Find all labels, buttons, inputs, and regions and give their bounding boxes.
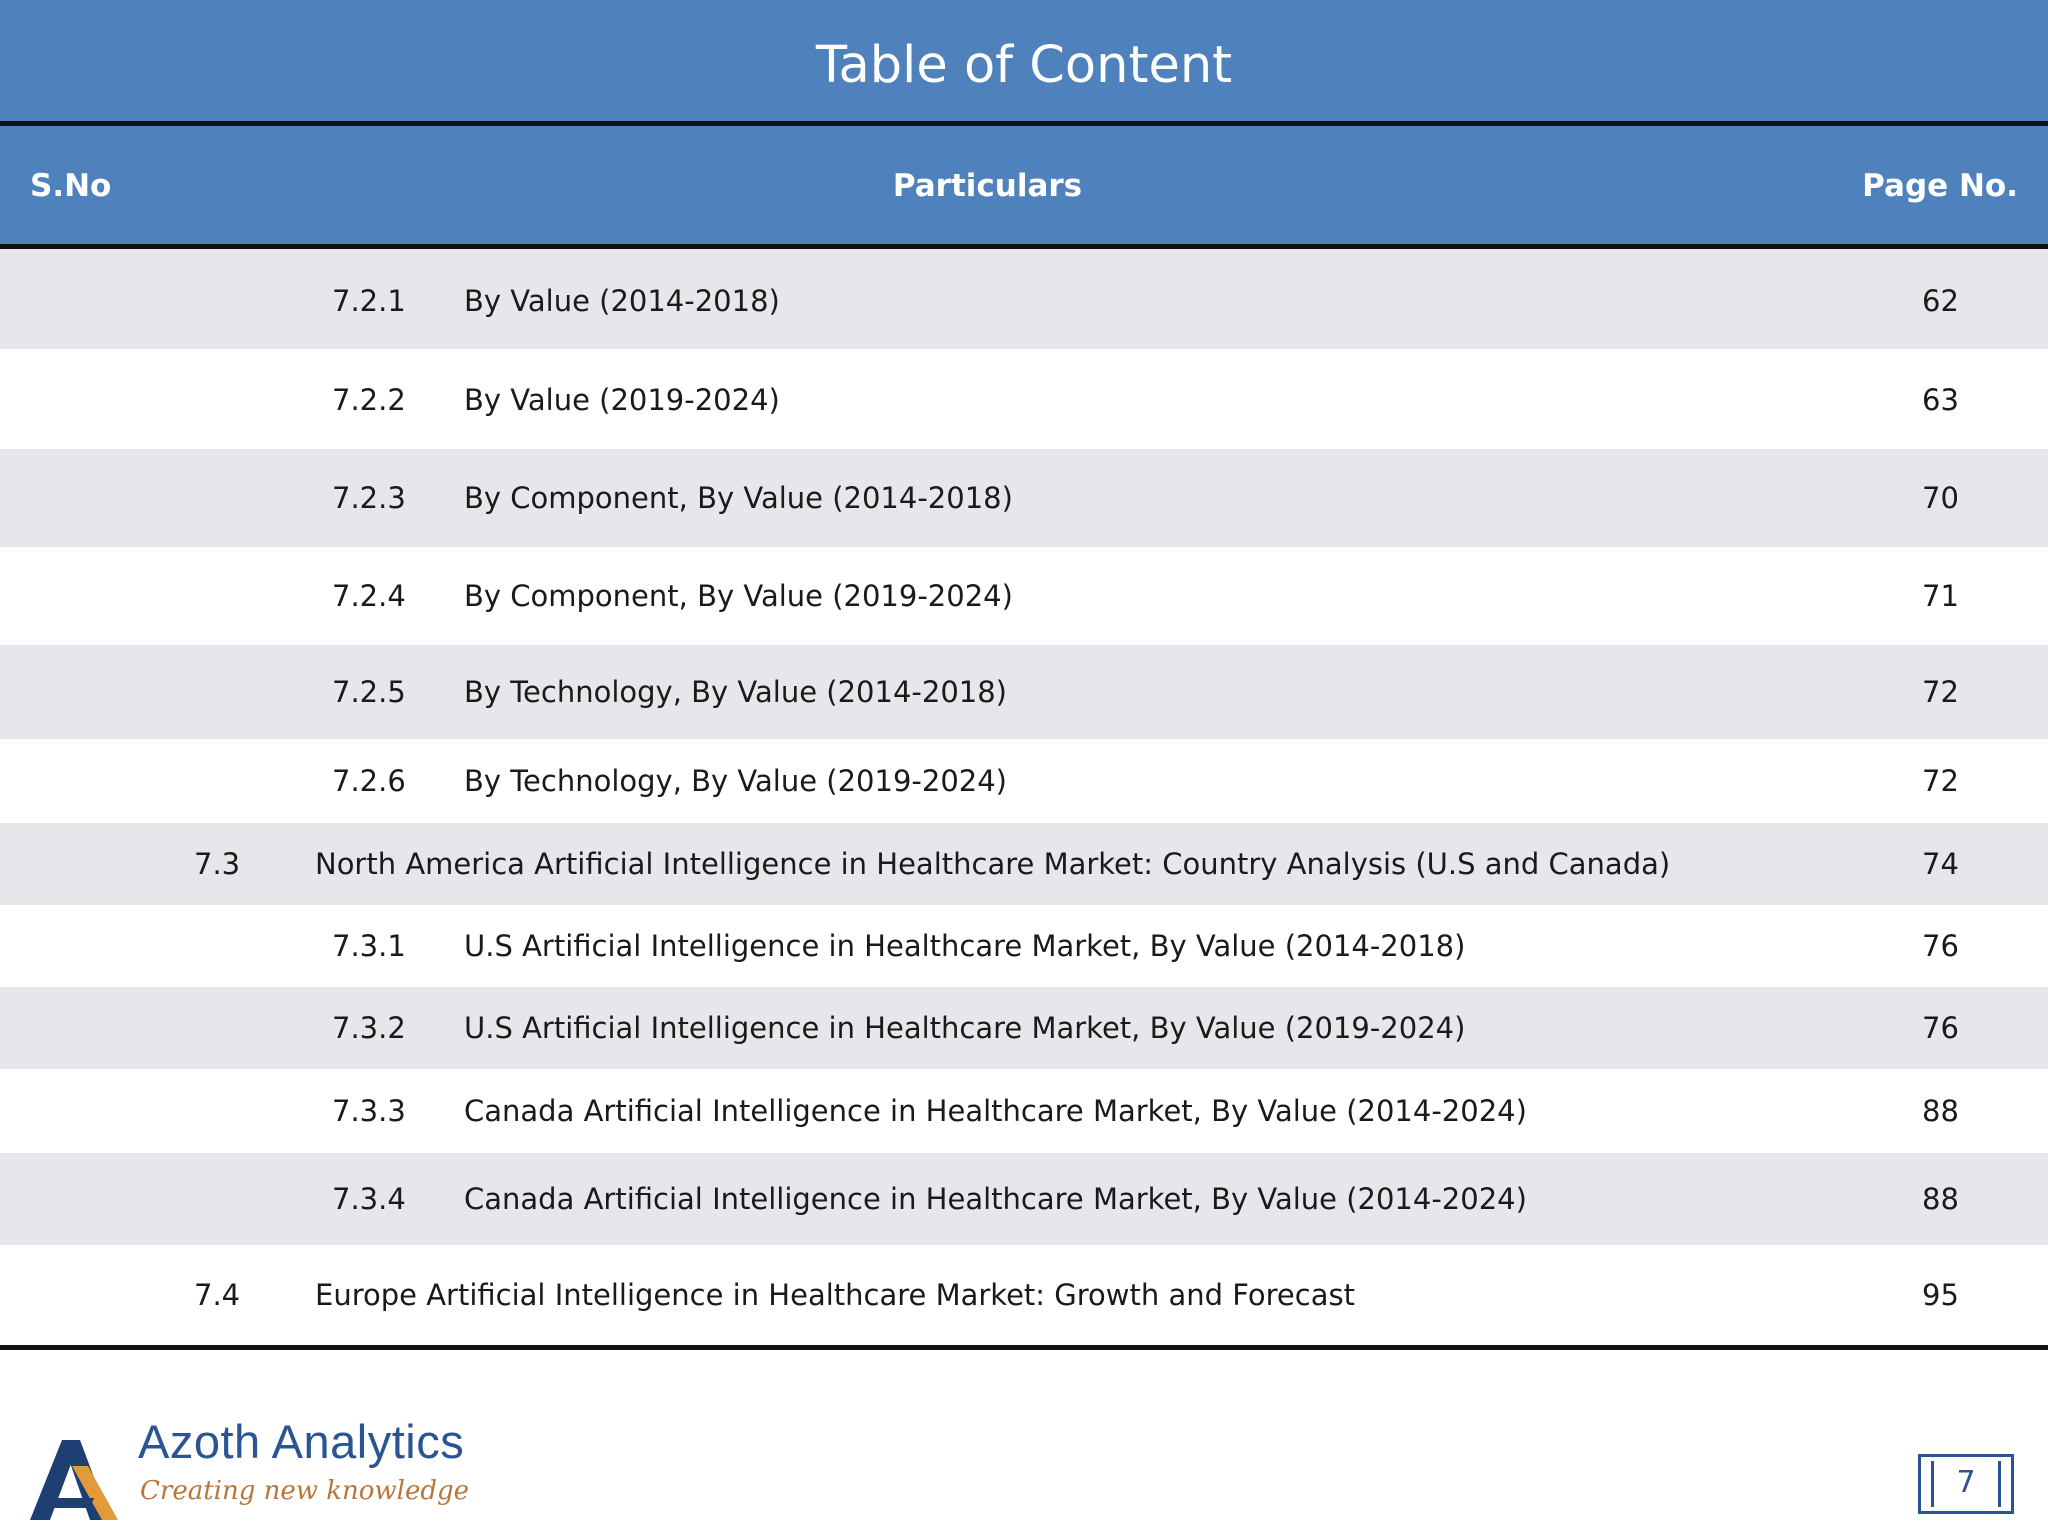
row-sno: 7.2.5 <box>332 675 406 709</box>
row-sno: 7.2.4 <box>332 579 406 613</box>
table-row: 7.2.3 By Component, By Value (2014-2018)… <box>0 449 2048 547</box>
table-row: 7.3.1 U.S Artificial Intelligence in Hea… <box>0 905 2048 987</box>
page-title: Table of Content <box>0 0 2048 121</box>
row-particulars: By Value (2019-2024) <box>464 383 780 417</box>
row-particulars: By Component, By Value (2014-2018) <box>464 481 1013 515</box>
row-page: 70 <box>1922 481 1959 515</box>
column-header-page: Page No. <box>1862 168 2018 204</box>
row-page: 88 <box>1922 1182 1959 1216</box>
table-row: 7.2.2 By Value (2019-2024) 63 <box>0 349 2048 449</box>
row-sno: 7.3 <box>194 847 241 881</box>
row-page: 71 <box>1922 579 1959 613</box>
row-sno: 7.2.3 <box>332 481 406 515</box>
row-particulars: Europe Artificial Intelligence in Health… <box>315 1278 1355 1312</box>
column-header-sno: S.No <box>30 168 112 204</box>
row-page: 88 <box>1922 1094 1959 1128</box>
table-row: 7.3 North America Artificial Intelligenc… <box>0 823 2048 905</box>
row-sno: 7.2.6 <box>332 764 406 798</box>
row-page: 95 <box>1922 1278 1959 1312</box>
row-particulars: U.S Artificial Intelligence in Healthcar… <box>464 929 1466 963</box>
row-sno: 7.3.2 <box>332 1011 406 1045</box>
page-number-badge: 7 <box>1918 1454 2014 1514</box>
row-sno: 7.3.3 <box>332 1094 406 1128</box>
row-page: 63 <box>1922 383 1959 417</box>
row-particulars: By Technology, By Value (2019-2024) <box>464 764 1007 798</box>
table-header: S.No Particulars Page No. <box>0 126 2048 244</box>
row-page: 72 <box>1922 764 1959 798</box>
row-page: 76 <box>1922 1011 1959 1045</box>
table-row: 7.3.2 U.S Artificial Intelligence in Hea… <box>0 987 2048 1069</box>
row-particulars: Canada Artificial Intelligence in Health… <box>464 1182 1527 1216</box>
table-row: 7.3.3 Canada Artificial Intelligence in … <box>0 1069 2048 1153</box>
row-particulars: By Value (2014-2018) <box>464 284 780 318</box>
table-row: 7.2.4 By Component, By Value (2019-2024)… <box>0 547 2048 645</box>
divider-top <box>0 121 2048 126</box>
row-particulars: By Component, By Value (2019-2024) <box>464 579 1013 613</box>
table-row: 7.2.1 By Value (2014-2018) 62 <box>0 249 2048 349</box>
brand-name: Azoth Analytics <box>138 1415 465 1468</box>
table-row: 7.4 Europe Artificial Intelligence in He… <box>0 1245 2048 1345</box>
company-logo: Azoth Analytics Creating new knowledge <box>28 1410 508 1520</box>
row-particulars: By Technology, By Value (2014-2018) <box>464 675 1007 709</box>
toc-table-body: 7.2.1 By Value (2014-2018) 62 7.2.2 By V… <box>0 249 2048 1345</box>
table-row: 7.3.4 Canada Artificial Intelligence in … <box>0 1153 2048 1245</box>
divider-bottom <box>0 1345 2048 1350</box>
row-sno: 7.2.2 <box>332 383 406 417</box>
table-row: 7.2.6 By Technology, By Value (2019-2024… <box>0 739 2048 823</box>
row-page: 72 <box>1922 675 1959 709</box>
row-sno: 7.2.1 <box>332 284 406 318</box>
table-row: 7.2.5 By Technology, By Value (2014-2018… <box>0 645 2048 739</box>
row-page: 74 <box>1922 847 1959 881</box>
row-page: 76 <box>1922 929 1959 963</box>
brand-tagline: Creating new knowledge <box>140 1476 470 1506</box>
row-particulars: North America Artificial Intelligence in… <box>315 847 1671 881</box>
row-particulars: U.S Artificial Intelligence in Healthcar… <box>464 1011 1466 1045</box>
row-page: 62 <box>1922 284 1959 318</box>
row-sno: 7.4 <box>194 1278 241 1312</box>
row-particulars: Canada Artificial Intelligence in Health… <box>464 1094 1527 1128</box>
divider-header <box>0 244 2048 249</box>
row-sno: 7.3.1 <box>332 929 406 963</box>
row-sno: 7.3.4 <box>332 1182 406 1216</box>
logo-a-icon <box>30 1440 118 1520</box>
column-header-particulars: Particulars <box>892 168 1083 204</box>
